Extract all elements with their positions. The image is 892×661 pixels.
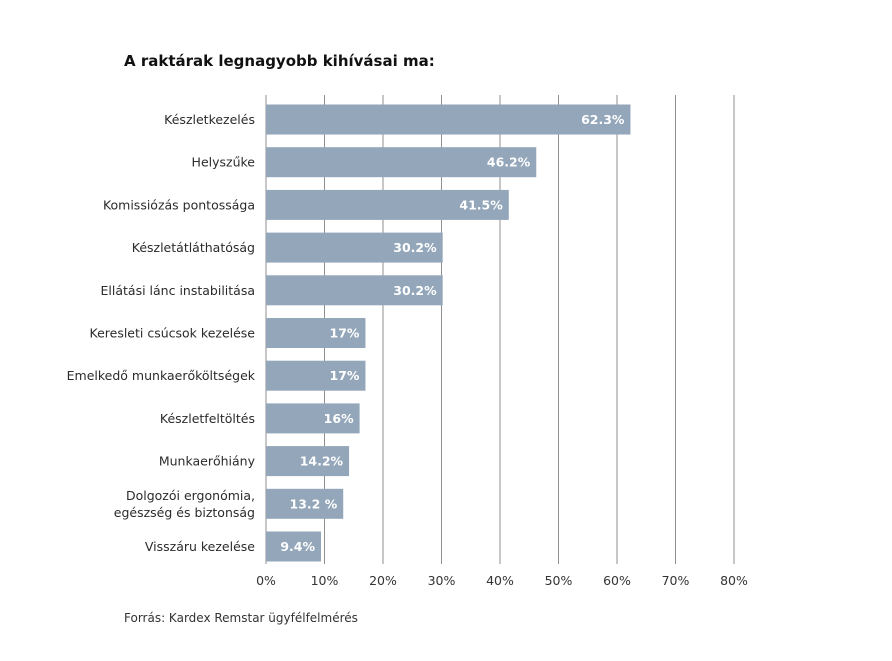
chart-title: A raktárak legnagyobb kihívásai ma:: [124, 52, 435, 70]
data-label: 41.5%: [459, 197, 503, 212]
category-label: Ellátási lánc instabilitása: [101, 283, 255, 298]
category-label: Emelkedő munkaerőköltségek: [67, 368, 256, 383]
source-note: Forrás: Kardex Remstar ügyfélfelmérés: [124, 611, 358, 625]
category-label: Visszáru kezelése: [145, 539, 255, 554]
category-label: Komissiózás pontossága: [103, 197, 255, 212]
bar: [266, 147, 537, 178]
x-tick-label: 70%: [662, 573, 690, 588]
data-label: 16%: [324, 411, 354, 426]
x-tick-label: 80%: [720, 573, 748, 588]
bar: [266, 104, 631, 135]
bar-chart: 0% 10% 20% 30% 40% 50% 60% 70% 80% Készletkezelés…: [67, 95, 748, 588]
category-label: Dolgozói ergonómia, egészség és biztonság: [114, 488, 255, 520]
data-label: 13.2 %: [290, 496, 338, 511]
data-label: 30.2%: [393, 240, 437, 255]
x-tick-label: 60%: [603, 573, 631, 588]
category-label: Készletátláthatóság: [132, 240, 255, 255]
bar: [266, 446, 350, 477]
bar: [266, 360, 366, 391]
data-label: 17%: [330, 326, 360, 341]
data-label: 46.2%: [487, 155, 531, 170]
x-tick-label: 30%: [428, 573, 456, 588]
x-tick-label: 20%: [369, 573, 397, 588]
bar: [266, 403, 360, 434]
bar: [266, 531, 321, 562]
x-tick-label: 10%: [311, 573, 339, 588]
category-label: Keresleti csúcsok kezelése: [90, 326, 256, 341]
bar: [266, 232, 443, 263]
data-label: 62.3%: [581, 112, 625, 127]
data-label: 14.2%: [300, 454, 344, 469]
x-tick-label: 50%: [545, 573, 573, 588]
bar: [266, 488, 344, 519]
bar: [266, 189, 509, 220]
data-label: 17%: [330, 368, 360, 383]
category-label: Helyszűke: [192, 155, 256, 170]
category-label: Készletkezelés: [164, 112, 255, 127]
x-tick-label: 40%: [486, 573, 514, 588]
bar: [266, 318, 366, 348]
data-label: 9.4%: [280, 539, 315, 554]
x-tick-label: 0%: [256, 573, 276, 588]
category-label: Munkaerőhiány: [159, 454, 256, 469]
bar: [266, 275, 443, 306]
category-label: Készletfeltöltés: [160, 411, 255, 426]
data-label: 30.2%: [393, 283, 437, 298]
